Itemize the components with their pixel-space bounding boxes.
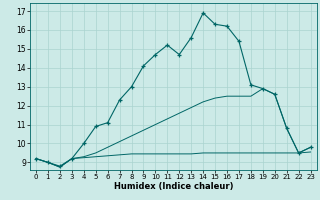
X-axis label: Humidex (Indice chaleur): Humidex (Indice chaleur) [114, 182, 233, 191]
